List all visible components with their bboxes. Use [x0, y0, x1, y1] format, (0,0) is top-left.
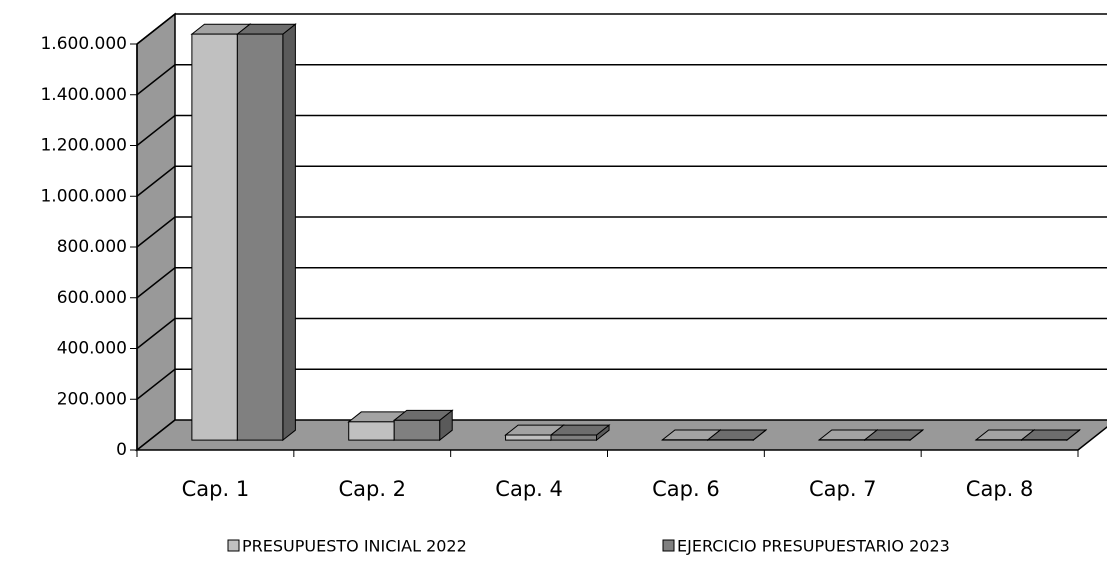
y-tick-label: 200.000 [57, 389, 127, 409]
grid-line [136, 114, 1107, 147]
y-tick-label: 600.000 [57, 288, 127, 308]
bar [505, 434, 552, 441]
bar-side [282, 23, 296, 442]
x-tick-label: Cap. 2 [338, 477, 406, 501]
y-tick-label: 1.600.000 [40, 34, 127, 54]
x-tick-label: Cap. 1 [182, 477, 250, 501]
y-tick-label: 0 [116, 440, 127, 460]
bar [550, 434, 598, 441]
x-tick-label: Cap. 7 [809, 477, 877, 501]
y-tick-label: 400.000 [57, 339, 127, 359]
grid-line [136, 13, 1107, 45]
grid-line [136, 165, 1107, 197]
y-tick-label: 1.400.000 [40, 85, 127, 105]
grid-line [136, 216, 1107, 248]
grid-line [136, 317, 1107, 350]
legend-swatch [662, 539, 675, 552]
y-tick-label: 1.000.000 [40, 186, 127, 206]
x-tick-label: Cap. 6 [652, 477, 720, 501]
bar [191, 33, 238, 441]
y-tick-label: 1.200.000 [40, 136, 127, 156]
grid-line [136, 64, 1107, 96]
x-tick-label: Cap. 4 [495, 477, 563, 501]
y-tick-label: 800.000 [57, 237, 127, 257]
legend-swatch [227, 539, 240, 552]
legend-label: PRESUPUESTO INICIAL 2022 [242, 537, 467, 556]
x-tick-label: Cap. 8 [966, 477, 1034, 501]
legend-label: EJERCICIO PRESUPUESTARIO 2023 [677, 537, 950, 556]
bar [236, 33, 284, 441]
grid-line [136, 267, 1107, 299]
bar [348, 421, 395, 441]
bar [393, 419, 441, 441]
grid-line [136, 368, 1107, 400]
